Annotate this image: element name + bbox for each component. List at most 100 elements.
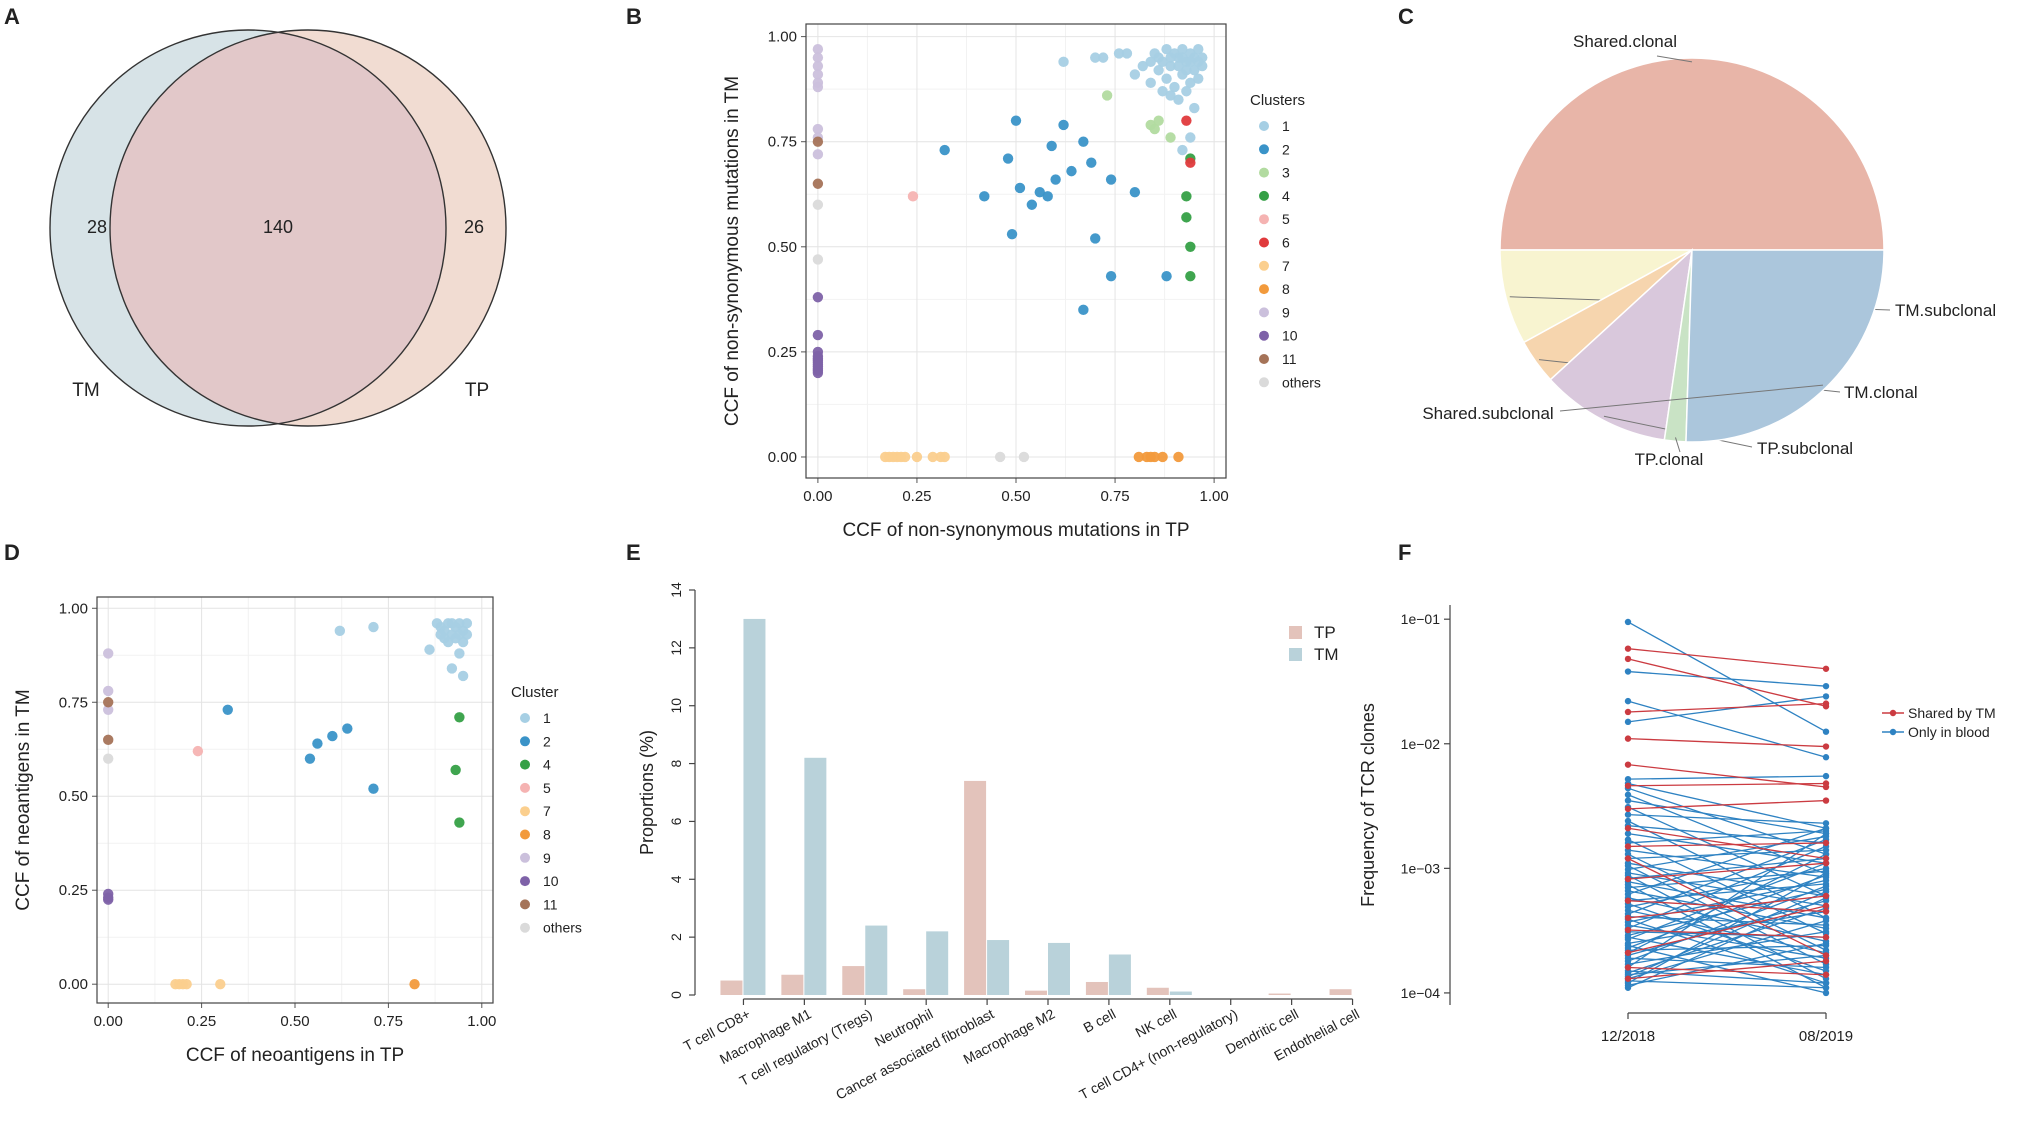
scatter-point-cluster-2 — [342, 723, 353, 734]
tcr-line-shared — [1627, 827, 1827, 860]
scatter-point-cluster-1 — [1177, 52, 1188, 63]
tcr-point-2018 — [1624, 843, 1632, 850]
panel-label-f: F — [1398, 540, 1411, 565]
y-tick-label: 0.25 — [59, 882, 88, 899]
scatter-point-cluster-1 — [1157, 56, 1168, 68]
scatter-point-cluster-3 — [1153, 115, 1164, 126]
legend-label-7: 7 — [1282, 258, 1290, 274]
scatter-point-cluster-1 — [1129, 69, 1141, 80]
tcr-point-2019 — [1822, 743, 1830, 750]
legend-swatch-9 — [520, 852, 530, 863]
x-tick-label: 0.75 — [1100, 488, 1129, 505]
scatter-point-cluster-1 — [454, 629, 465, 640]
legend-label-3: 3 — [1282, 165, 1290, 181]
tcr-point-2019 — [1822, 902, 1830, 910]
scatter-point-cluster-10 — [812, 292, 824, 303]
legend-swatch-5 — [520, 782, 530, 793]
scatter-point-cluster-1 — [1189, 65, 1200, 76]
scatter-point-cluster-1 — [1145, 56, 1156, 68]
tcr-point-2019 — [1822, 754, 1830, 761]
y-tick-label: 0.00 — [59, 976, 88, 993]
scatter-point-cluster-1 — [446, 618, 458, 629]
y-axis-label: CCF of neoantigens in TM — [13, 689, 34, 910]
x-axis-label: CCF of non-synonymous mutations in TP — [842, 520, 1189, 541]
x-tick-label: 0.50 — [280, 1013, 309, 1030]
scatter-point-cluster-1 — [1189, 102, 1200, 114]
legend-title: Clusters — [1250, 92, 1305, 109]
scatter-point-cluster-1 — [461, 629, 473, 640]
tcr-point-2018 — [1624, 655, 1632, 663]
legend-label-others: others — [1282, 374, 1321, 390]
tcr-point-2019 — [1822, 728, 1830, 735]
legend-swatch-4 — [520, 759, 530, 770]
scatter-point-cluster-4 — [1185, 241, 1196, 252]
scatter-point-cluster-7 — [911, 451, 923, 463]
scatter-point-cluster-2 — [1090, 233, 1101, 244]
bar-tp — [1268, 993, 1291, 995]
legend-label-tp: TP — [1314, 623, 1336, 642]
tcr-line-blood — [1627, 931, 1827, 965]
tcr-point-2018 — [1624, 949, 1632, 956]
scatter-point-cluster-4 — [1181, 191, 1192, 202]
scatter-point-cluster-others — [103, 753, 114, 764]
tcr-line-shared — [1627, 842, 1827, 848]
scatter-point-cluster-2 — [1046, 140, 1057, 152]
tcr-point-2018 — [1624, 761, 1632, 768]
legend-swatch-tm — [1289, 648, 1302, 661]
y-tick-label: 1e−03 — [1401, 860, 1441, 876]
panel-label-d: D — [4, 540, 20, 565]
legend-swatch-3 — [1259, 167, 1269, 178]
scatter-point-cluster-2 — [939, 144, 950, 156]
bar-tp — [1085, 981, 1108, 995]
legend-swatch-2 — [520, 736, 530, 747]
scatter-point-cluster-1 — [1145, 77, 1156, 89]
bar-tp — [1025, 990, 1047, 995]
tcr-point-2019 — [1822, 665, 1830, 672]
bar-tm — [1108, 954, 1131, 995]
tcr-line-blood — [1627, 825, 1827, 844]
panel-f-line: 1e−04 1e−03 1e−02 1e−01 12/2018 08/2019 Freque… — [1358, 605, 1996, 1045]
tcr-line-shared — [1627, 702, 1827, 713]
scatter-point-cluster-2 — [1058, 119, 1069, 131]
panel-label-b: B — [626, 4, 642, 29]
tcr-line-blood — [1627, 799, 1827, 835]
tcr-line-blood — [1627, 830, 1827, 844]
tcr-line-blood — [1627, 670, 1827, 687]
x-axis-label: CCF of neoantigens in TP — [186, 1045, 404, 1066]
scatter-point-cluster-7 — [181, 979, 192, 990]
y-tick-label: 1e−04 — [1401, 985, 1441, 1001]
scatter-point-cluster-2 — [312, 738, 323, 749]
legend-label-5: 5 — [543, 780, 551, 796]
tcr-point-2018 — [1624, 697, 1632, 705]
scatter-point-cluster-9 — [812, 69, 824, 80]
pie-label: TM.clonal — [1844, 383, 1918, 402]
scatter-point-cluster-8 — [1157, 451, 1168, 463]
tcr-point-2019 — [1822, 921, 1830, 929]
tcr-line-blood — [1627, 695, 1827, 723]
legend-label-1: 1 — [1282, 118, 1290, 134]
scatter-point-cluster-11 — [812, 178, 824, 189]
scatter-point-cluster-1 — [454, 648, 465, 659]
scatter-point-cluster-1 — [1165, 90, 1176, 101]
tcr-point-2019 — [1822, 917, 1830, 924]
tcr-line-blood — [1627, 782, 1827, 829]
bar-tm — [1169, 991, 1192, 995]
panel-d-scatter: 0.00 0.25 0.50 0.75 1.00 0.00 0.25 0.50 0.75 1.00… — [13, 596, 582, 1066]
scatter-point-cluster-2 — [1014, 182, 1026, 194]
y-tick-label: 4 — [668, 875, 684, 883]
tcr-point-2019 — [1822, 797, 1830, 804]
plot-frame — [96, 596, 494, 1004]
x-tick-label: 0.50 — [1001, 488, 1030, 505]
scatter-point-cluster-2 — [1066, 165, 1077, 177]
tcr-point-2019 — [1822, 934, 1830, 941]
bar-tm — [743, 618, 766, 995]
bar-tp — [720, 980, 743, 995]
scatter-point-cluster-2 — [1050, 174, 1061, 185]
tcr-line-blood — [1627, 888, 1827, 936]
scatter-point-cluster-9 — [812, 44, 824, 55]
tcr-line-blood — [1627, 835, 1827, 871]
scatter-point-cluster-2 — [1034, 186, 1045, 198]
scatter-point-cluster-1 — [1165, 60, 1176, 72]
tcr-line-shared — [1627, 658, 1827, 707]
legend-label-9: 9 — [543, 850, 551, 866]
